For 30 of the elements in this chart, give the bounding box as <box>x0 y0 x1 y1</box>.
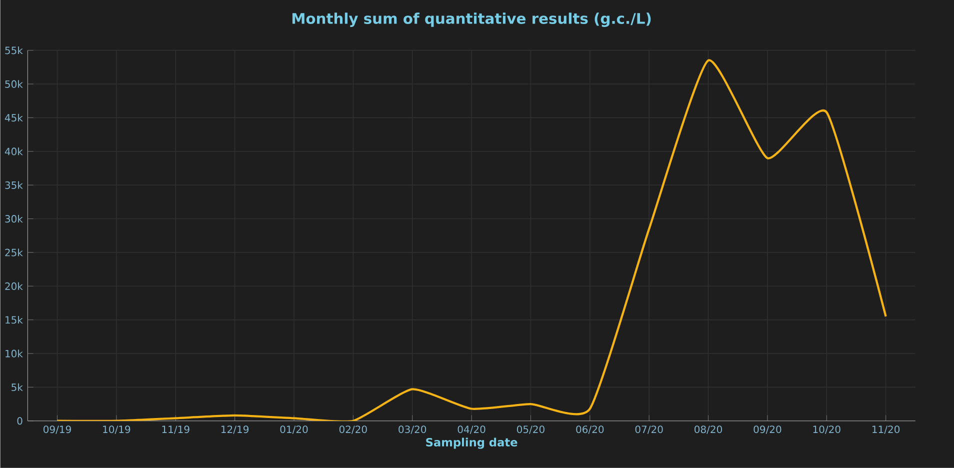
x-axis-title: Sampling date <box>426 438 518 449</box>
chart-title: Monthly sum of quantitative results (g.c./L) <box>292 12 651 28</box>
x-tick-label: 04/20 <box>458 426 486 434</box>
x-tick-label: 05/20 <box>516 426 544 434</box>
x-tick-label: 02/20 <box>339 426 367 434</box>
y-tick-label: 10k <box>6 350 23 358</box>
y-tick-label: 55k <box>5 46 23 54</box>
y-tick-label: 15k <box>6 316 23 324</box>
x-tick-label: 07/20 <box>635 426 663 434</box>
y-tick-label: 30k <box>5 214 23 223</box>
x-tick-label: 09/20 <box>754 426 782 434</box>
y-tick-label: 0 <box>17 417 22 425</box>
y-tick-label: 45k <box>4 114 23 122</box>
x-tick-label: 10/20 <box>813 426 840 434</box>
line-series <box>56 59 887 421</box>
y-tick-label: 50k <box>5 80 23 88</box>
x-tick-label: 11/20 <box>872 426 900 434</box>
x-tick-label: 11/19 <box>162 426 190 434</box>
x-tick-label: 08/20 <box>694 426 722 434</box>
x-tick-label: 01/20 <box>280 426 308 434</box>
y-tick-label: 5k <box>12 383 23 392</box>
x-tick-label: 06/20 <box>576 426 604 434</box>
y-tick-label: 40k <box>4 148 23 156</box>
x-tick-label: 03/20 <box>398 426 426 434</box>
y-tick-label: 25k <box>5 248 23 256</box>
y-tick-label: 35k <box>5 181 23 189</box>
x-tick-label: 12/19 <box>222 426 249 434</box>
y-tick-label: 20k <box>5 282 23 290</box>
x-tick-label: 09/19 <box>44 426 71 434</box>
x-tick-label: 10/19 <box>103 426 130 434</box>
